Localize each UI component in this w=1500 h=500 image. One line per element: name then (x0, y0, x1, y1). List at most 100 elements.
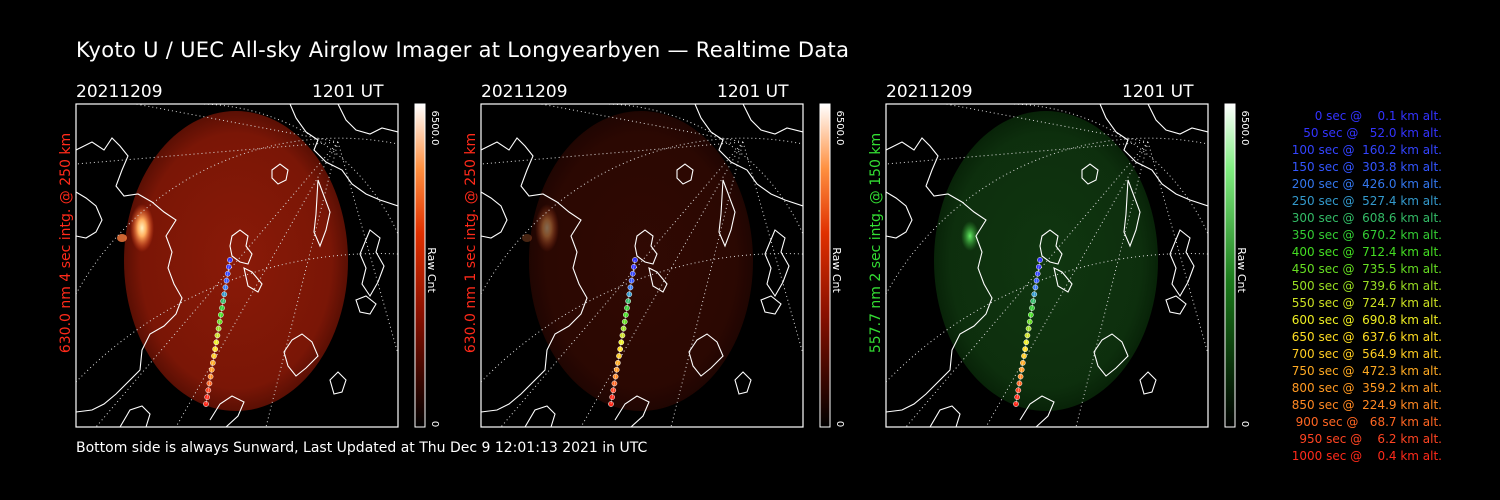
legend-entry: 900 sec @ 68.7 km alt. (1295, 415, 1442, 429)
aurora-spot (535, 204, 559, 252)
trajectory-line (610, 259, 636, 405)
legend-entry: 850 sec @ 224.9 km alt. (1291, 398, 1442, 412)
coastline (1169, 229, 1195, 298)
legend-entry: 750 sec @ 472.3 km alt. (1291, 364, 1442, 378)
panel-1 (75, 103, 426, 428)
legend-entry: 550 sec @ 724.7 km alt. (1291, 296, 1442, 310)
coastline (676, 163, 694, 185)
trajectory-line (1015, 259, 1041, 405)
legend-entry: 650 sec @ 637.6 km alt. (1291, 330, 1442, 344)
panel-2-date: 20211209 (481, 82, 568, 102)
coastline (209, 395, 245, 427)
coastline (1123, 179, 1141, 248)
coastline (694, 104, 803, 207)
legend-entry: 450 sec @ 735.5 km alt. (1291, 262, 1442, 276)
airglow-disc (124, 111, 348, 411)
coastline (119, 405, 151, 427)
panel-3 (885, 103, 1236, 428)
coastline (1147, 104, 1208, 135)
coastline (764, 229, 790, 298)
coastline (648, 266, 668, 293)
coastline (1099, 104, 1208, 207)
legend-entry: 100 sec @ 160.2 km alt. (1291, 143, 1442, 157)
coastline (886, 137, 993, 413)
trajectory-legend: 0 sec @ 0.1 km alt. 50 sec @ 52.0 km alt.… (1262, 108, 1442, 465)
legend-entry: 700 sec @ 564.9 km alt. (1291, 347, 1442, 361)
aurora-spot (522, 234, 532, 242)
longitude-grid (742, 141, 803, 355)
longitude-grid (1147, 141, 1208, 355)
latitude-grid (886, 253, 1208, 383)
coastline (337, 104, 398, 135)
coastline (634, 229, 658, 265)
panel-2-time: 1201 UT (717, 82, 789, 102)
panel-2 (480, 103, 831, 428)
aurora-spot (130, 204, 154, 252)
coastline (734, 371, 752, 395)
coastline (1053, 266, 1073, 293)
panel-3-frame (885, 103, 1209, 428)
coastline (1019, 395, 1055, 427)
legend-entry: 400 sec @ 712.4 km alt. (1291, 245, 1442, 259)
coastline (1081, 163, 1099, 185)
legend-entry: 1000 sec @ 0.4 km alt. (1291, 449, 1442, 463)
longitude-grid (265, 141, 339, 427)
panel-2-colorbar (819, 103, 831, 428)
panel-2-image (481, 104, 803, 427)
longitude-grid (670, 141, 744, 427)
longitude-grid (1075, 141, 1149, 427)
coastline (886, 191, 913, 239)
coastline (229, 229, 253, 265)
coastline (359, 229, 385, 298)
coastline (718, 179, 736, 248)
aurora-spot (117, 234, 127, 242)
legend-entry: 950 sec @ 6.2 km alt. (1299, 432, 1442, 446)
coastline (283, 333, 319, 377)
longitude-grid (337, 141, 398, 355)
panel-1-image (76, 104, 398, 427)
coastline (289, 104, 398, 207)
coastline (76, 137, 183, 413)
legend-entry: 800 sec @ 359.2 km alt. (1291, 381, 1442, 395)
panel-1-frame (75, 103, 399, 428)
panel-3-colorbar (1224, 103, 1236, 428)
legend-entry: 250 sec @ 527.4 km alt. (1291, 194, 1442, 208)
panel-3-time: 1201 UT (1122, 82, 1194, 102)
trajectory-line (205, 259, 231, 405)
legend-entry: 200 sec @ 426.0 km alt. (1291, 177, 1442, 191)
coastline (1139, 371, 1157, 395)
legend-entry: 150 sec @ 303.8 km alt. (1291, 160, 1442, 174)
panel-3-image (886, 104, 1208, 427)
footer-status: Bottom side is always Sunward, Last Upda… (76, 440, 648, 456)
coastline (929, 405, 961, 427)
coastline (313, 179, 331, 248)
panel-1-colorbar (414, 103, 426, 428)
panel-1-date: 20211209 (76, 82, 163, 102)
coastline (688, 333, 724, 377)
aurora-spot (961, 221, 979, 251)
coastline (1039, 229, 1063, 265)
coastline (355, 295, 377, 315)
legend-entry: 50 sec @ 52.0 km alt. (1303, 126, 1442, 140)
panel-2-frame (480, 103, 804, 428)
coastline (524, 405, 556, 427)
coastline (76, 191, 103, 239)
panel-3-date: 20211209 (886, 82, 973, 102)
legend-entry: 600 sec @ 690.8 km alt. (1291, 313, 1442, 327)
coastline (243, 266, 263, 293)
coastline (760, 295, 782, 315)
coastline (1093, 333, 1129, 377)
coastline (614, 395, 650, 427)
legend-entry: 350 sec @ 670.2 km alt. (1291, 228, 1442, 242)
latitude-grid (481, 253, 803, 383)
coastline (1165, 295, 1187, 315)
legend-entry: 0 sec @ 0.1 km alt. (1314, 109, 1442, 123)
coastline (329, 371, 347, 395)
coastline (271, 163, 289, 185)
page-title: Kyoto U / UEC All-sky Airglow Imager at … (76, 38, 850, 62)
latitude-grid (76, 253, 398, 383)
panel-1-time: 1201 UT (312, 82, 384, 102)
legend-entry: 500 sec @ 739.6 km alt. (1291, 279, 1442, 293)
